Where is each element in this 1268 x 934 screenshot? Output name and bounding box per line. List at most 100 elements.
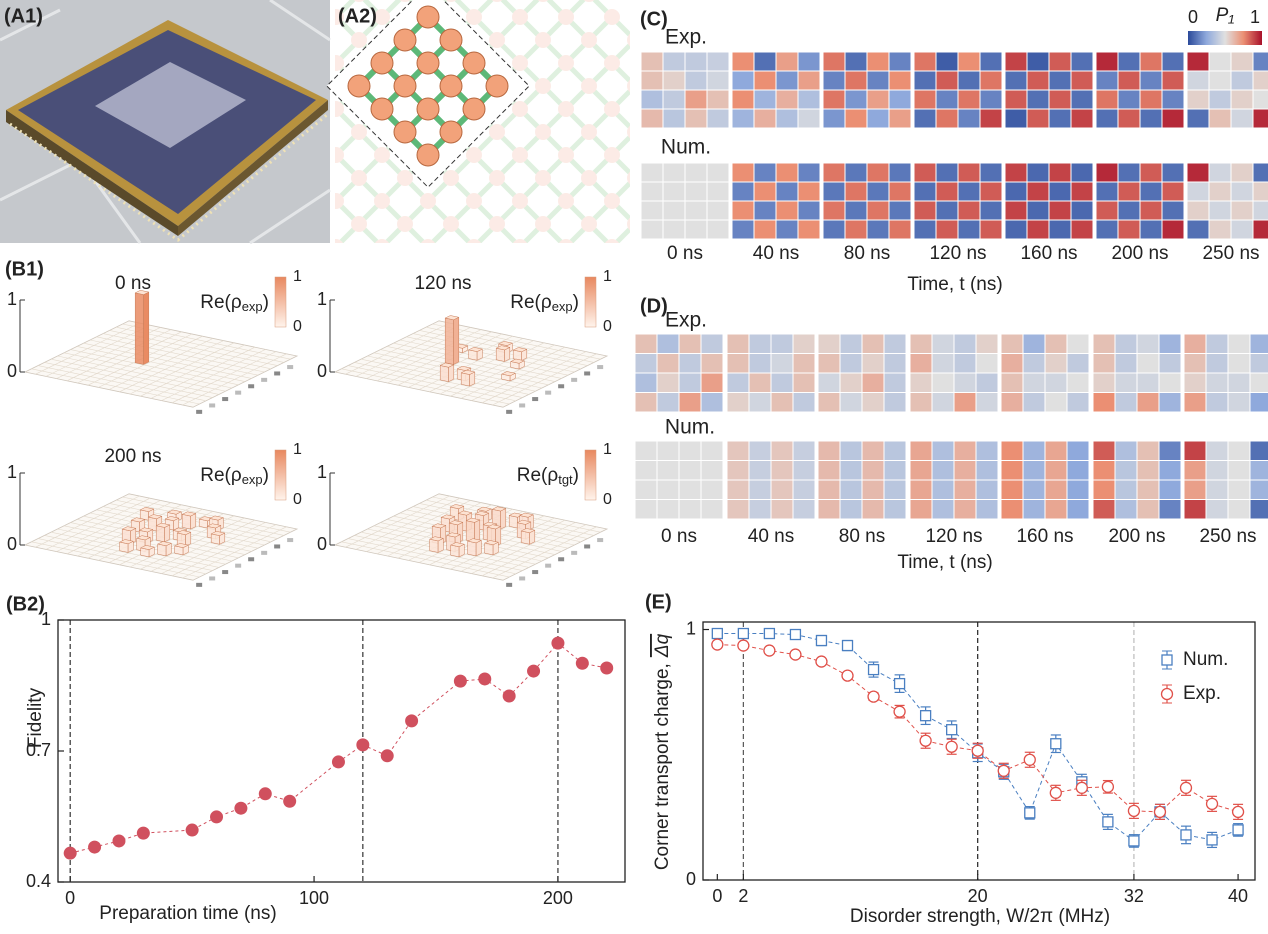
heatmap-cell xyxy=(770,333,794,354)
heatmap-cell xyxy=(975,353,999,374)
heatmap-cell xyxy=(1158,499,1182,520)
panel-label: (A1) xyxy=(4,5,43,27)
heatmap-cell xyxy=(1161,162,1185,183)
bar xyxy=(465,517,481,543)
colorbar-tick-label: 0 xyxy=(293,318,302,335)
heatmap-cell xyxy=(1205,333,1229,354)
heatmap-cell xyxy=(678,353,702,374)
heatmap-cell xyxy=(640,200,664,221)
bar-face xyxy=(512,347,528,353)
bar-face xyxy=(518,512,535,518)
heatmap-cell xyxy=(706,200,730,221)
heatmap-cell xyxy=(1208,51,1232,72)
heatmap-cell xyxy=(684,70,708,91)
bar-face xyxy=(520,530,530,545)
time-label: 40 ns xyxy=(748,526,794,547)
heatmap-cell xyxy=(953,460,977,481)
faint-site xyxy=(489,216,505,232)
heatmap-cell xyxy=(731,108,755,129)
bar xyxy=(156,541,173,557)
heatmap-cell xyxy=(1044,479,1068,500)
heatmap-cell xyxy=(770,440,794,461)
heatmap-cell xyxy=(861,440,885,461)
marker xyxy=(815,655,828,668)
bar-face xyxy=(439,365,449,382)
heatmap-cell xyxy=(883,333,907,354)
faint-link xyxy=(612,225,630,243)
faint-link xyxy=(520,270,543,293)
heatmap-cell xyxy=(726,372,750,393)
bar-face xyxy=(456,365,472,371)
heatmap-cell xyxy=(1066,499,1090,520)
bar xyxy=(210,531,226,545)
heatmap-cell xyxy=(1048,51,1072,72)
bar-face xyxy=(516,519,532,525)
qubit xyxy=(347,74,371,98)
heatmap-cell xyxy=(1114,479,1138,500)
heatmap-cell xyxy=(775,70,799,91)
heatmap-cell xyxy=(1208,162,1232,183)
heatmap-cell xyxy=(1022,440,1046,461)
heatmap-cell xyxy=(726,479,750,500)
heatmap-cell xyxy=(1070,70,1094,91)
heatmap-cell xyxy=(1070,200,1094,221)
heatmap-cell xyxy=(726,499,750,520)
colorbar-label: Re(ρexp) xyxy=(200,465,269,487)
heatmap-cell xyxy=(1208,181,1232,202)
bar-face xyxy=(476,506,493,512)
faint-link xyxy=(543,247,566,270)
heatmap-cell xyxy=(935,162,959,183)
label-part: exp xyxy=(552,299,573,314)
heatmap-cell xyxy=(797,108,821,129)
faint-site xyxy=(558,101,574,117)
heatmap-cell xyxy=(1161,219,1185,240)
heatmap-cell xyxy=(792,372,816,393)
heatmap-cell xyxy=(1227,460,1251,481)
heatmap-cell xyxy=(888,89,912,110)
heatmap-cell xyxy=(957,51,981,72)
chip-side xyxy=(6,110,178,236)
marker xyxy=(737,639,750,652)
faint-site xyxy=(375,239,389,243)
heatmap-cell xyxy=(656,479,680,500)
bar xyxy=(173,543,190,556)
legend-marker xyxy=(1161,654,1173,666)
heatmap-cell xyxy=(775,219,799,240)
heatmap-cell xyxy=(678,460,702,481)
heatmap-cell xyxy=(731,219,755,240)
row-name: Exp. xyxy=(665,309,707,332)
heatmap-cell xyxy=(1095,181,1119,202)
legend-label: Num. xyxy=(1183,649,1228,670)
heatmap-cell xyxy=(1183,440,1207,461)
heatmap-cell xyxy=(1205,353,1229,374)
faint-link xyxy=(474,247,497,270)
basis-label xyxy=(209,576,216,581)
heatmap-cell xyxy=(748,372,772,393)
colorbar-tick-label: 1 xyxy=(293,268,302,285)
faint-site xyxy=(399,0,411,2)
faint-site xyxy=(535,78,551,94)
floor-grid xyxy=(161,349,266,401)
marker xyxy=(711,627,723,640)
bar xyxy=(460,369,476,387)
legend-label: Exp. xyxy=(1183,683,1221,704)
faint-site xyxy=(489,308,505,324)
colorbar-tick-label: 0 xyxy=(603,318,612,335)
heatmap-cell xyxy=(1249,479,1268,500)
heatmap-cell xyxy=(1004,219,1028,240)
faint-link xyxy=(336,339,359,362)
faint-site xyxy=(351,124,367,140)
faint-link xyxy=(382,293,405,316)
heatmap-cell xyxy=(817,333,841,354)
heatmap-cell xyxy=(775,89,799,110)
bar xyxy=(176,530,192,547)
heatmap-cell xyxy=(909,353,933,374)
heatmap-cell xyxy=(797,70,821,91)
colorbar-tick-label: 1 xyxy=(603,268,612,285)
qubit xyxy=(416,51,440,75)
qubit xyxy=(439,28,463,52)
heatmap-cell xyxy=(844,51,868,72)
heatmap-cell xyxy=(975,460,999,481)
floor-grid xyxy=(122,323,291,360)
